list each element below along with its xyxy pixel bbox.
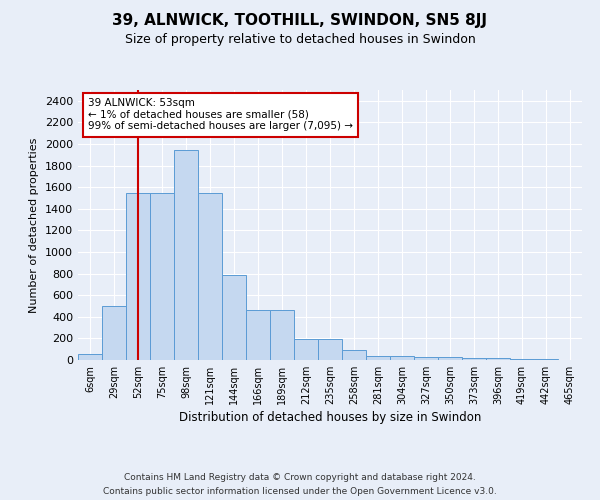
X-axis label: Distribution of detached houses by size in Swindon: Distribution of detached houses by size … [179,411,481,424]
Bar [78,354,102,360]
Text: 39, ALNWICK, TOOTHILL, SWINDON, SN5 8JJ: 39, ALNWICK, TOOTHILL, SWINDON, SN5 8JJ [113,12,487,28]
Bar [198,192,222,360]
Bar [174,150,198,360]
Bar [222,274,246,360]
Bar [150,192,174,360]
Bar [246,310,270,360]
Text: Contains HM Land Registry data © Crown copyright and database right 2024.: Contains HM Land Registry data © Crown c… [124,472,476,482]
Bar [294,339,318,360]
Bar [390,356,414,360]
Text: 39 ALNWICK: 53sqm
← 1% of detached houses are smaller (58)
99% of semi-detached : 39 ALNWICK: 53sqm ← 1% of detached house… [88,98,353,132]
Bar [102,306,126,360]
Bar [366,356,390,360]
Bar [462,358,486,360]
Bar [342,350,366,360]
Text: Size of property relative to detached houses in Swindon: Size of property relative to detached ho… [125,32,475,46]
Bar [414,358,438,360]
Bar [486,358,510,360]
Y-axis label: Number of detached properties: Number of detached properties [29,138,40,312]
Bar [318,339,342,360]
Text: Contains public sector information licensed under the Open Government Licence v3: Contains public sector information licen… [103,488,497,496]
Bar [126,192,150,360]
Bar [438,358,462,360]
Bar [270,310,294,360]
